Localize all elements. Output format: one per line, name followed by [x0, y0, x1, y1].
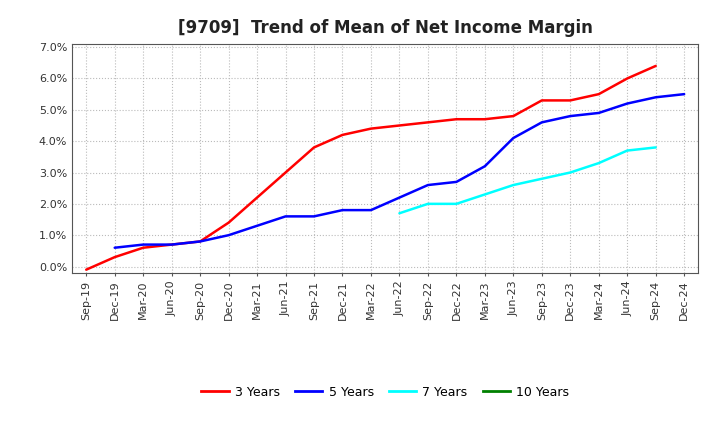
Title: [9709]  Trend of Mean of Net Income Margin: [9709] Trend of Mean of Net Income Margi…	[178, 19, 593, 37]
Legend: 3 Years, 5 Years, 7 Years, 10 Years: 3 Years, 5 Years, 7 Years, 10 Years	[196, 381, 575, 404]
